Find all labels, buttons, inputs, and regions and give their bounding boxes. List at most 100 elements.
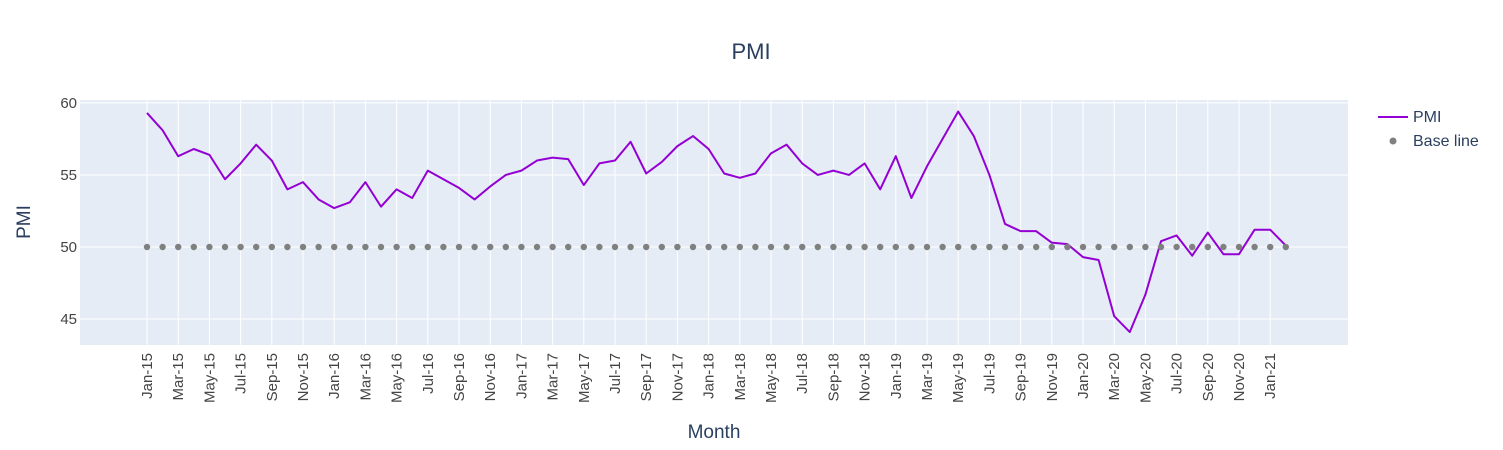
- x-tick-label: Jan-21: [1262, 353, 1279, 399]
- base-line-point: [955, 243, 962, 251]
- x-tick-label: Sep-16: [451, 353, 468, 401]
- base-line-point: [1001, 243, 1009, 251]
- base-line-point: [689, 243, 697, 251]
- x-tick-label: Nov-16: [482, 353, 499, 401]
- base-line-point: [970, 243, 977, 251]
- base-line-point: [549, 243, 556, 251]
- x-tick-label: Mar-15: [170, 353, 187, 401]
- base-line-point: [487, 243, 494, 251]
- base-line-point: [1204, 243, 1212, 251]
- base-line-point: [377, 243, 385, 251]
- base-line-point: [767, 243, 775, 251]
- x-tick-label: May-15: [201, 353, 218, 403]
- base-line-point: [1111, 243, 1118, 251]
- base-line-point: [939, 243, 946, 251]
- base-line-point: [190, 243, 197, 251]
- base-line-point: [1079, 243, 1087, 251]
- x-tick-label: May-19: [950, 353, 967, 403]
- base-line-point: [237, 243, 244, 251]
- base-line-point: [736, 243, 743, 251]
- base-line-point: [752, 243, 759, 251]
- base-line-point: [799, 243, 806, 251]
- x-tick-label: Sep-18: [825, 353, 842, 401]
- base-line-point: [1033, 243, 1040, 251]
- base-line-point: [705, 243, 712, 251]
- x-tick-label: Nov-19: [1044, 353, 1061, 401]
- base-line-point: [814, 243, 821, 251]
- x-tick-label: Nov-20: [1231, 353, 1248, 401]
- series-line-pmi: [146, 110, 1287, 334]
- x-tick-label: Nov-15: [295, 353, 312, 401]
- base-line-point: [1064, 243, 1071, 251]
- chart-title: PMI: [731, 39, 770, 64]
- x-tick-label: Mar-17: [545, 353, 562, 401]
- x-tick-label: Jul-18: [794, 353, 811, 394]
- legend-item-base-line[interactable]: Base line: [1389, 133, 1479, 150]
- base-line-point: [1267, 243, 1274, 251]
- base-line-point: [143, 243, 151, 251]
- plot-background: [80, 100, 1348, 345]
- x-tick-label: Jan-19: [888, 353, 905, 399]
- x-tick-label: Jan-15: [139, 353, 156, 399]
- x-tick-label: Nov-17: [669, 353, 686, 401]
- base-line-point: [315, 243, 322, 251]
- base-line-point: [658, 243, 665, 251]
- x-tick-label: Jul-17: [607, 353, 624, 394]
- base-line-point: [830, 243, 837, 251]
- x-tick-label: Nov-18: [857, 353, 874, 401]
- base-line-point: [1189, 243, 1196, 251]
- base-line-point: [533, 243, 541, 251]
- x-tick-label: Jan-17: [513, 353, 530, 399]
- base-line-point: [892, 243, 899, 251]
- base-line-point: [908, 243, 915, 251]
- y-axis-title: PMI: [14, 205, 35, 239]
- base-line-point: [159, 243, 166, 251]
- x-tick-label: Sep-20: [1200, 353, 1217, 401]
- x-tick-label: Jul-19: [981, 353, 998, 394]
- base-line-point: [986, 243, 993, 251]
- base-line-point: [783, 243, 790, 251]
- base-line-point: [284, 243, 291, 251]
- base-line-point: [611, 243, 619, 251]
- base-line-point: [627, 243, 634, 251]
- y-tick-label: 50: [60, 239, 77, 256]
- x-tick-label: Sep-17: [638, 353, 655, 401]
- base-line-point: [362, 243, 369, 251]
- base-line-point: [1048, 243, 1056, 251]
- x-tick-label: Mar-20: [1106, 353, 1123, 401]
- x-tick-label: Mar-19: [919, 353, 936, 401]
- base-line-point: [1017, 243, 1024, 251]
- base-line-point: [596, 243, 603, 251]
- base-line-point: [331, 243, 338, 251]
- base-line-point: [502, 243, 509, 251]
- x-tick-label: Jan-20: [1075, 353, 1092, 399]
- base-line-point: [1282, 243, 1290, 251]
- x-axis-title: Month: [688, 422, 741, 443]
- x-tick-label: May-18: [763, 353, 780, 403]
- base-line-point: [1235, 243, 1243, 251]
- base-line-point: [471, 243, 478, 251]
- base-line-point: [1142, 243, 1149, 251]
- base-line-point: [409, 243, 416, 251]
- y-tick-label: 45: [60, 311, 77, 328]
- base-line-point: [580, 243, 587, 251]
- base-line-point: [346, 243, 353, 251]
- base-line-point: [721, 243, 728, 251]
- y-axis-ticks: 45 50 55 60: [60, 95, 77, 328]
- base-line-point: [1157, 243, 1165, 251]
- base-line-point: [518, 243, 525, 251]
- base-line-point: [1173, 243, 1180, 251]
- base-line-point: [440, 243, 447, 251]
- x-tick-label: May-20: [1137, 353, 1154, 403]
- base-line-point: [1251, 243, 1258, 251]
- x-tick-label: Jul-20: [1169, 353, 1186, 394]
- legend-item-pmi[interactable]: PMI: [1378, 109, 1441, 126]
- base-line-point: [221, 243, 229, 251]
- y-tick-label: 60: [60, 95, 77, 112]
- base-line-point: [268, 243, 275, 251]
- base-line-point: [424, 243, 431, 251]
- x-tick-label: Mar-18: [732, 353, 749, 401]
- base-line-point: [674, 243, 681, 251]
